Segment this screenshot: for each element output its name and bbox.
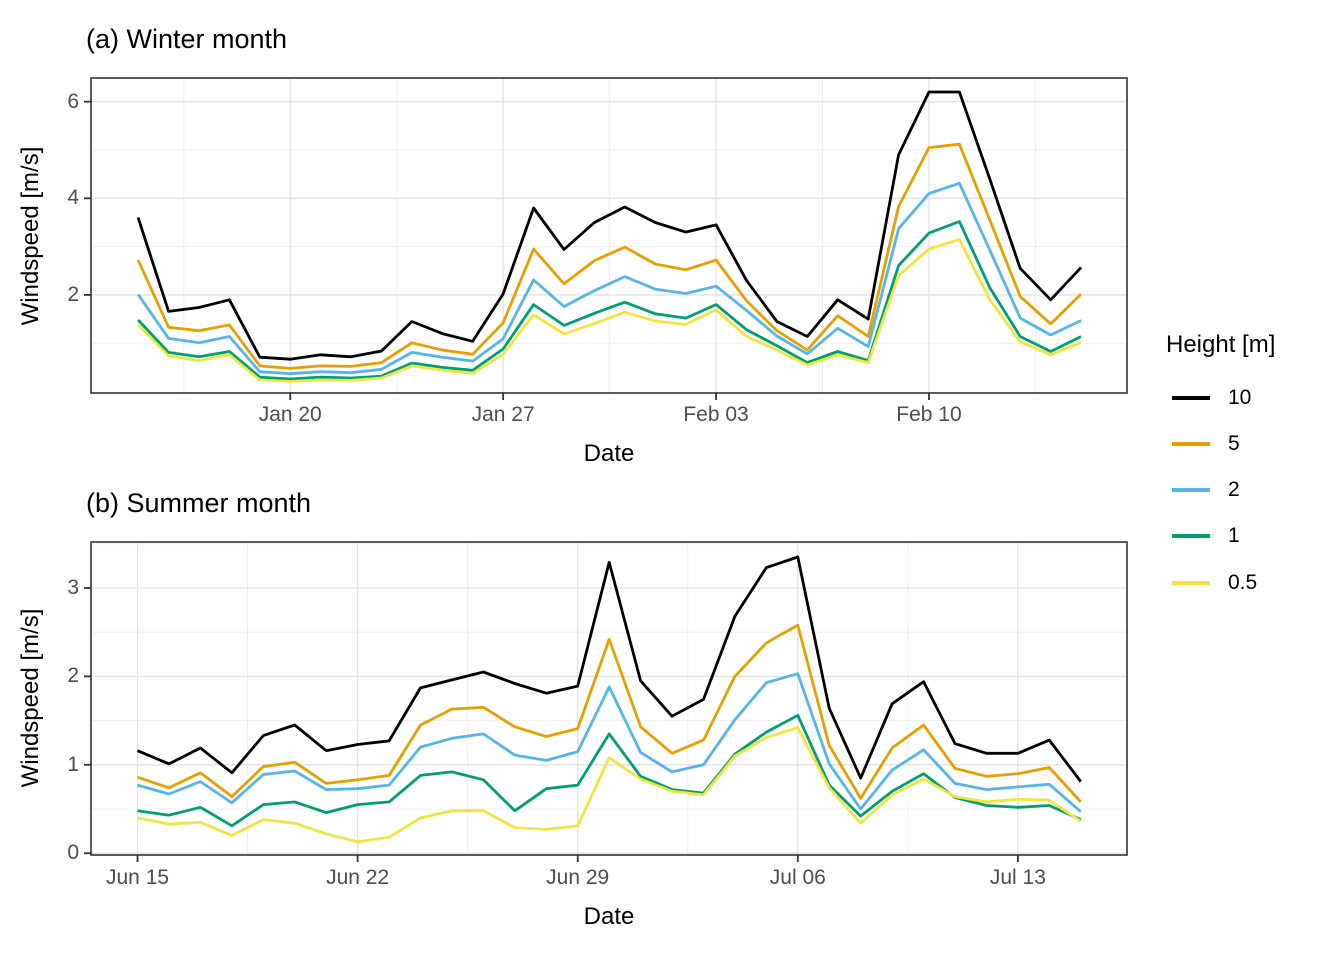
winter-line-height-10 [136, 90, 1083, 361]
winter-x-tick-label: Jan 20 [258, 403, 322, 426]
summer-y-tick-label: 0 [67, 841, 79, 865]
summer-line-height-0.5 [137, 726, 1082, 844]
summer-panel-border [90, 541, 1128, 856]
legend-entry-label: 1 [1228, 524, 1240, 547]
legend-key-line-2 [1172, 488, 1210, 492]
legend-title: Height [m] [1166, 331, 1276, 358]
legend-key-line-5 [1172, 442, 1210, 446]
legend-entry-label: 2 [1228, 478, 1240, 501]
summer-y-tick-label: 2 [67, 664, 79, 688]
summer-x-tick-label: Jun 15 [106, 866, 170, 889]
summer-x-axis-title: Date [583, 903, 635, 930]
winter-y-tick-label: 4 [67, 186, 79, 210]
legend: Height [m] 10 5 2 1 0.5 [1164, 331, 1342, 611]
legend-key-line-1 [1172, 534, 1210, 538]
legend-entry-1: 1 [1164, 523, 1240, 549]
winter-y-tick-label: 2 [67, 282, 79, 306]
legend-entry-label: 10 [1228, 386, 1252, 409]
summer-y-tick-label: 3 [67, 575, 79, 599]
summer-x-tick-label: Jun 29 [546, 866, 610, 889]
summer-line-height-10 [136, 555, 1082, 783]
summer-line-height-5 [137, 623, 1082, 803]
winter-line-height-5 [136, 142, 1083, 370]
winter-line-height-2 [136, 181, 1082, 376]
legend-entry-label: 0.5 [1228, 571, 1258, 594]
summer-line-height-1 [137, 713, 1082, 828]
winter-x-tick-label: Jan 27 [471, 403, 535, 426]
winter-y-tick-label: 6 [67, 89, 79, 113]
winter-panel-border [90, 77, 1128, 394]
legend-key-line-10 [1172, 396, 1210, 400]
legend-entry-label: 5 [1228, 432, 1240, 455]
winter-panel-title: (a) Winter month [86, 24, 288, 54]
legend-entry-2: 2 [1164, 477, 1240, 503]
winter-x-tick-label: Feb 03 [683, 403, 749, 426]
summer-panel-title: (b) Summer month [86, 488, 312, 518]
legend-entry-10: 10 [1164, 385, 1251, 411]
summer-x-tick-label: Jul 06 [769, 866, 826, 889]
legend-entry-0.5: 0.5 [1164, 570, 1257, 596]
winter-line-height-0.5 [137, 237, 1082, 383]
winter-line-height-1 [137, 220, 1082, 381]
summer-line-height-2 [137, 672, 1082, 813]
summer-x-tick-label: Jun 22 [326, 866, 390, 889]
legend-key-line-0.5 [1172, 581, 1210, 585]
legend-entry-5: 5 [1164, 431, 1240, 457]
winter-x-axis-title: Date [583, 440, 635, 467]
summer-x-tick-label: Jul 13 [989, 866, 1046, 889]
winter-x-tick-label: Feb 10 [896, 403, 962, 426]
summer-y-tick-label: 1 [67, 752, 79, 776]
